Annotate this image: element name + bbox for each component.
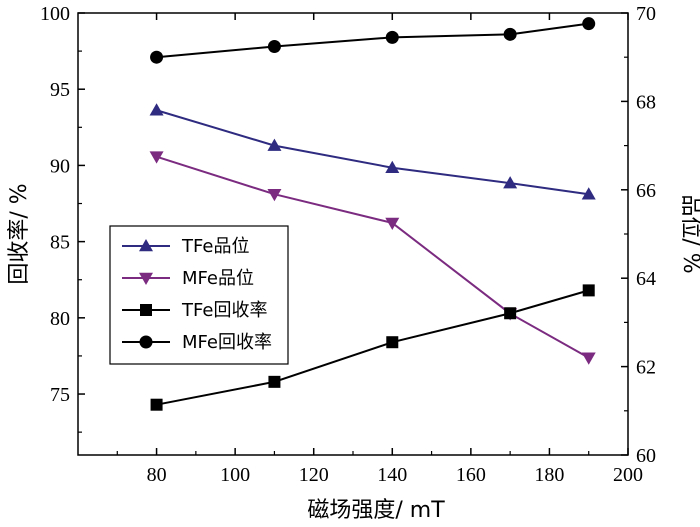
y-right-tick-label: 62 bbox=[636, 357, 656, 379]
legend-label: MFe回收率 bbox=[182, 332, 272, 353]
y-left-tick-label: 90 bbox=[50, 155, 70, 177]
y-right-tick-label: 70 bbox=[636, 3, 656, 25]
data-point bbox=[582, 284, 595, 297]
data-point bbox=[385, 217, 400, 230]
data-point bbox=[581, 187, 596, 200]
series-0 bbox=[149, 103, 596, 200]
legend-label: TFe回收率 bbox=[181, 300, 267, 321]
legend-marker bbox=[140, 304, 152, 316]
x-tick-label: 140 bbox=[377, 464, 407, 486]
legend-label: MFe品位 bbox=[182, 268, 254, 289]
x-tick-label: 180 bbox=[534, 464, 564, 486]
data-point bbox=[267, 138, 282, 151]
data-point bbox=[386, 336, 399, 349]
data-point bbox=[581, 352, 596, 365]
axes: 80 100 120 140 160 180 200 75 80 85 90 95 100 60 62 64 6… bbox=[40, 3, 656, 486]
y-left-tick-label: 100 bbox=[40, 3, 70, 25]
x-tick-label: 80 bbox=[147, 464, 167, 486]
y-left-tick-label: 80 bbox=[50, 308, 70, 330]
data-point bbox=[149, 151, 164, 164]
y-axis-left-title: 回收率/ % bbox=[7, 183, 32, 284]
series-2 bbox=[150, 284, 595, 411]
legend-marker bbox=[139, 239, 153, 252]
data-point bbox=[504, 307, 517, 320]
y-axis-right-title: 品位/ % bbox=[678, 194, 700, 273]
x-tick-label: 120 bbox=[299, 464, 329, 486]
legend: TFe品位 MFe品位 TFe回收率 MFe回收率 bbox=[109, 225, 289, 365]
x-tick-label: 200 bbox=[613, 464, 643, 486]
data-point bbox=[582, 17, 596, 31]
y-left-tick-label: 85 bbox=[50, 232, 70, 254]
series-3 bbox=[150, 17, 596, 64]
data-point bbox=[503, 176, 518, 189]
x-axis-title: 磁场强度/ mT bbox=[307, 498, 445, 523]
y-left-tick-label: 95 bbox=[50, 79, 70, 101]
series-line bbox=[156, 109, 589, 196]
data-point bbox=[385, 30, 399, 44]
y-right-tick-label: 66 bbox=[636, 180, 656, 202]
legend-marker bbox=[139, 335, 153, 349]
data-point bbox=[150, 398, 163, 411]
y-right-tick-label: 60 bbox=[636, 445, 656, 467]
data-point bbox=[268, 375, 281, 388]
x-tick-label: 100 bbox=[220, 464, 250, 486]
legend-marker bbox=[139, 272, 153, 285]
y-right-tick-label: 64 bbox=[636, 268, 656, 290]
legend-label: TFe品位 bbox=[181, 236, 249, 257]
series-layer bbox=[149, 17, 596, 411]
series-line bbox=[156, 22, 589, 59]
data-point bbox=[503, 27, 517, 41]
data-point bbox=[385, 160, 400, 173]
y-left-tick-label: 75 bbox=[50, 384, 70, 406]
data-point bbox=[149, 103, 164, 116]
data-point bbox=[267, 40, 281, 54]
x-tick-label: 160 bbox=[456, 464, 486, 486]
data-point bbox=[267, 188, 282, 202]
y-right-tick-label: 68 bbox=[636, 91, 656, 113]
data-point bbox=[150, 50, 164, 64]
